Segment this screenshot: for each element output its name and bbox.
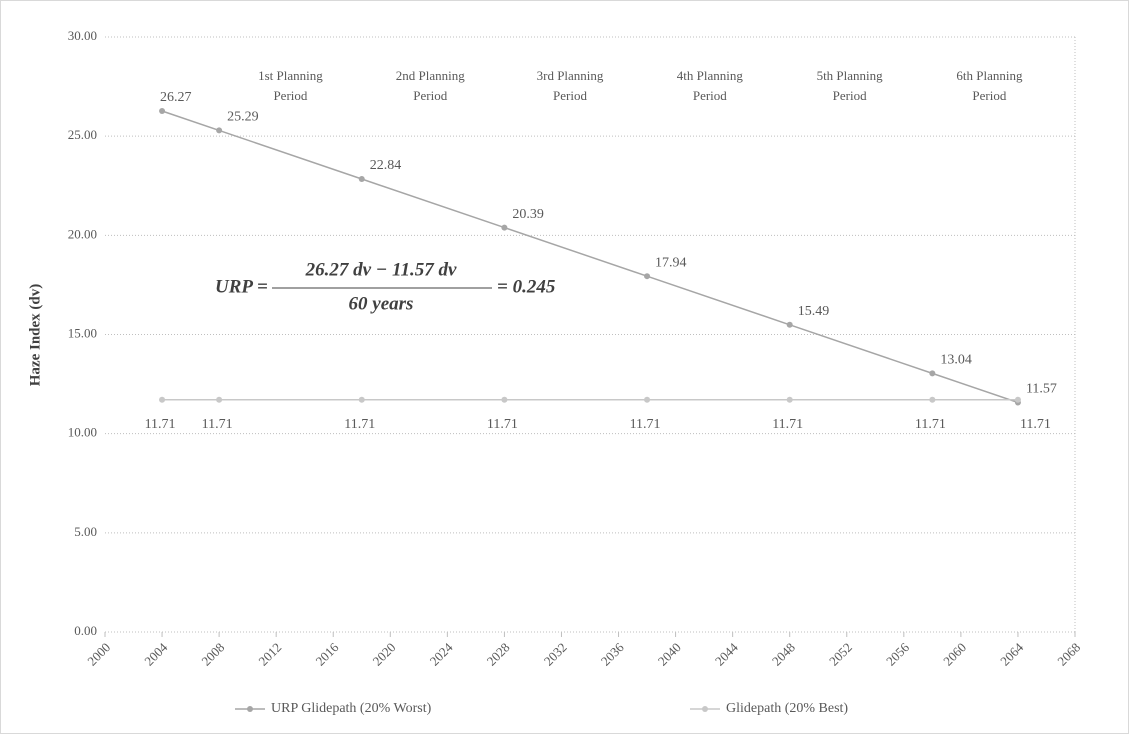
data-label: 11.71 [772,417,803,432]
y-tick-label: 25.00 [68,127,97,142]
planning-period-label: 3rd Planning [537,68,604,83]
data-label: 25.29 [227,110,259,125]
point [358,176,365,183]
point [929,370,936,377]
point [159,107,166,114]
y-axis-title: Haze Index (dv) [27,284,43,387]
point [501,224,508,231]
point [786,321,793,328]
point [216,127,223,134]
data-label: 26.27 [160,90,192,105]
point [644,273,651,280]
data-label: 17.94 [655,255,687,270]
equation-numerator: 26.27 dv − 11.57 dv [305,259,457,280]
planning-period-label: 6th Planning [956,68,1023,83]
y-tick-label: 30.00 [68,28,97,43]
equation-lhs: URP = [215,276,268,297]
y-tick-label: 5.00 [74,524,97,539]
legend-label: URP Glidepath (20% Worst) [271,701,432,716]
planning-period-label: Period [972,88,1006,103]
data-label: 11.71 [1020,417,1051,432]
planning-period-label: Period [273,88,307,103]
legend-marker [247,706,253,712]
data-label: 11.71 [145,417,176,432]
point [159,396,166,403]
y-tick-label: 20.00 [68,226,97,241]
data-label: 11.71 [344,417,375,432]
point [358,396,365,403]
planning-period-label: 1st Planning [258,68,323,83]
planning-period-label: 2nd Planning [396,68,465,83]
data-label: 11.57 [1026,382,1057,397]
y-tick-label: 10.00 [68,425,97,440]
legend-marker [702,706,708,712]
y-tick-label: 15.00 [68,325,97,340]
data-label: 11.71 [630,417,661,432]
data-label: 13.04 [940,353,972,368]
data-label: 20.39 [512,207,544,222]
series-line [161,110,1019,404]
legend-label: Glidepath (20% Best) [726,701,848,716]
planning-period-label: 4th Planning [677,68,744,83]
planning-period-label: Period [833,88,867,103]
data-label: 22.84 [370,158,402,173]
point [501,396,508,403]
point [786,396,793,403]
data-label: 11.71 [202,417,233,432]
y-tick-label: 0.00 [74,623,97,638]
planning-period-label: Period [693,88,727,103]
planning-period-label: Period [553,88,587,103]
point [929,396,936,403]
point [644,396,651,403]
point [1014,396,1021,403]
data-label: 15.49 [798,304,830,319]
planning-period-label: 5th Planning [817,68,884,83]
point [216,396,223,403]
data-label: 11.71 [487,417,518,432]
equation-rhs: = 0.245 [497,276,556,297]
data-label: 11.71 [915,417,946,432]
planning-period-label: Period [413,88,447,103]
equation-denominator: 60 years [349,293,414,314]
